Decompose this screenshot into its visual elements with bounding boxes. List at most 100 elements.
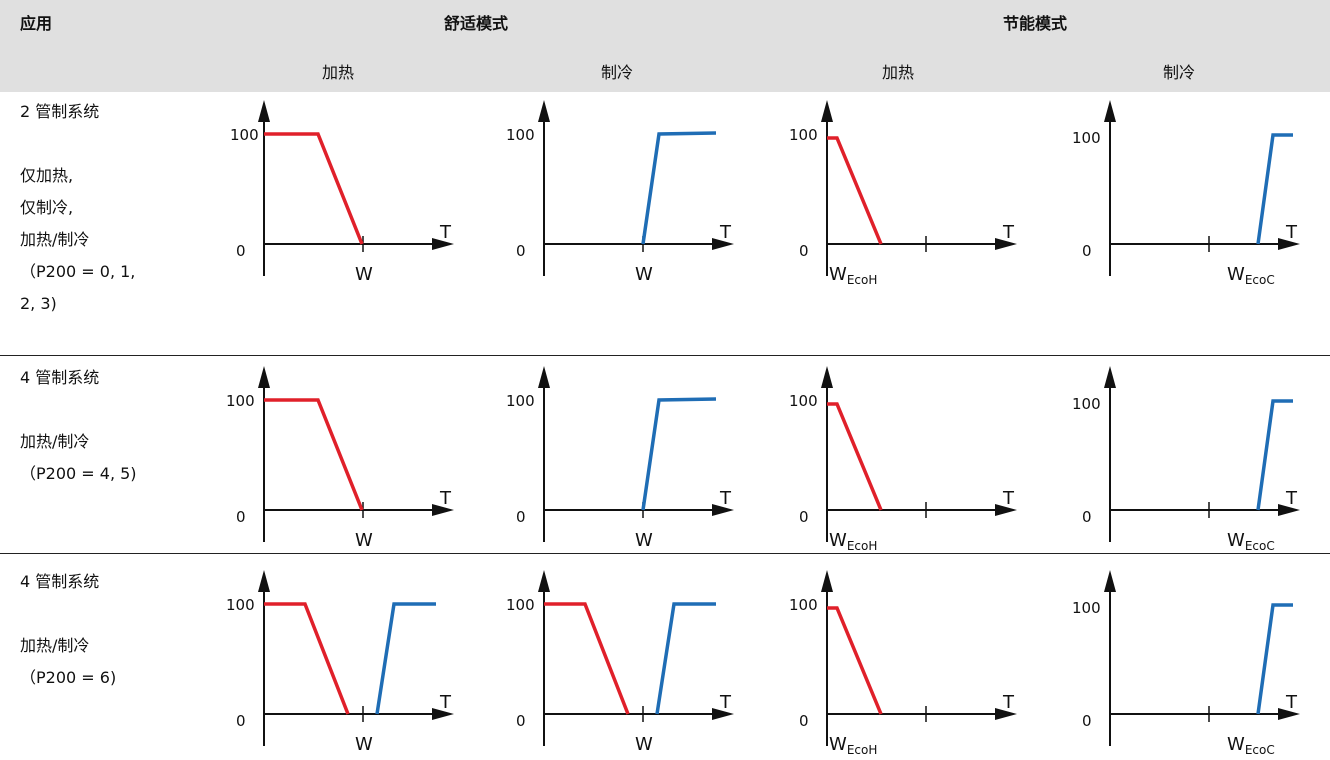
cooling-curve [655, 602, 716, 715]
diagram-r3-comfort-heating: 100 0 T W [226, 570, 454, 755]
label-100: 100 [230, 126, 259, 144]
cooling-curve [641, 131, 717, 245]
label-100: 100 [1072, 129, 1101, 147]
cooling-curve [641, 397, 717, 511]
diagram-r1-comfort-heating: 100 0 T W [230, 100, 454, 285]
heating-curve [827, 402, 883, 511]
label-t: T [439, 692, 452, 713]
label-w: W [355, 734, 373, 755]
row-divider [0, 553, 1330, 554]
heating-curve [264, 602, 350, 715]
header-comfort-heating: 加热 [322, 63, 355, 82]
label-100: 100 [226, 596, 255, 614]
label-0: 0 [799, 508, 809, 526]
label-0: 0 [516, 712, 526, 730]
label-0: 0 [516, 508, 526, 526]
row-line: 2, 3) [20, 294, 57, 313]
label-100: 100 [506, 596, 535, 614]
label-w-ecoh: WEcoH [829, 264, 877, 287]
row-title: 2 管制系统 [20, 102, 100, 121]
label-w: W [635, 734, 653, 755]
label-100: 100 [1072, 395, 1101, 413]
row-line: 加热/制冷 [20, 432, 90, 451]
label-w-ecoh-sub: EcoH [847, 273, 878, 287]
header-application: 应用 [20, 14, 53, 33]
label-t: T [439, 222, 452, 243]
heating-curve [264, 132, 364, 245]
label-w-ecoc-sub: EcoC [1245, 743, 1275, 757]
label-w-ecoc-main: W [1227, 734, 1245, 755]
label-t: T [1285, 692, 1298, 713]
row-title: 4 管制系统 [20, 368, 100, 387]
label-w: W [635, 264, 653, 285]
label-w-ecoh: WEcoH [829, 530, 877, 553]
label-w-ecoc-main: W [1227, 264, 1245, 285]
row-application-4pipe: 4 管制系统 加热/制冷 （P200 = 4, 5) [20, 362, 137, 490]
header-eco-cooling: 制冷 [1163, 63, 1196, 82]
row-title: 4 管制系统 [20, 572, 100, 591]
label-t: T [439, 488, 452, 509]
label-w: W [355, 530, 373, 551]
label-w-ecoh-main: W [829, 734, 847, 755]
row-line: 仅加热, [20, 166, 74, 185]
label-w-ecoc: WEcoC [1227, 734, 1275, 757]
diagram-r2-comfort-cooling: 100 0 T W [506, 366, 734, 551]
label-w-ecoc: WEcoC [1227, 264, 1275, 287]
heating-curve [264, 398, 364, 511]
label-w-ecoh-main: W [829, 264, 847, 285]
label-0: 0 [1082, 508, 1092, 526]
label-w: W [355, 264, 373, 285]
label-100: 100 [506, 126, 535, 144]
table-header [0, 0, 1330, 92]
row-line: （P200 = 6) [20, 668, 117, 687]
label-0: 0 [236, 712, 246, 730]
diagram-r2-eco-cooling: 100 0 T WEcoC [1072, 366, 1300, 553]
label-0: 0 [516, 242, 526, 260]
label-w: W [635, 530, 653, 551]
header-eco-mode: 节能模式 [1003, 14, 1068, 33]
label-w-ecoh-main: W [829, 530, 847, 551]
label-100: 100 [789, 392, 818, 410]
label-w-ecoc-main: W [1227, 530, 1245, 551]
label-w-ecoh-sub: EcoH [847, 743, 878, 757]
cooling-curve [1256, 603, 1293, 715]
header-comfort-cooling: 制冷 [601, 63, 634, 82]
label-w-ecoh: WEcoH [829, 734, 877, 757]
row-application-4pipe-p6: 4 管制系统 加热/制冷 （P200 = 6) [20, 566, 116, 694]
heating-curve [544, 602, 630, 715]
row-line: （P200 = 0, 1, [20, 262, 136, 281]
label-t: T [1002, 222, 1015, 243]
label-0: 0 [799, 242, 809, 260]
label-0: 0 [236, 508, 246, 526]
heating-curve [827, 136, 883, 245]
label-t: T [719, 488, 732, 509]
diagram-r2-comfort-heating: 100 0 T W [226, 366, 454, 551]
label-100: 100 [789, 596, 818, 614]
row-line: （P200 = 4, 5) [20, 464, 137, 483]
label-100: 100 [226, 392, 255, 410]
label-w-ecoc: WEcoC [1227, 530, 1275, 553]
label-0: 0 [1082, 242, 1092, 260]
row-divider [0, 355, 1330, 356]
diagram-r3-eco-cooling: 100 0 T WEcoC [1072, 570, 1300, 757]
label-w-ecoh-sub: EcoH [847, 539, 878, 553]
label-t: T [719, 222, 732, 243]
diagram-r3-comfort-cooling: 100 0 T W [506, 570, 734, 755]
header-comfort-mode: 舒适模式 [444, 14, 509, 33]
label-t: T [719, 692, 732, 713]
label-0: 0 [799, 712, 809, 730]
label-t: T [1285, 488, 1298, 509]
label-w-ecoc-sub: EcoC [1245, 539, 1275, 553]
row-application-2pipe: 2 管制系统 仅加热, 仅制冷, 加热/制冷 （P200 = 0, 1, 2, … [20, 96, 135, 320]
cooling-curve [1256, 399, 1293, 511]
label-0: 0 [236, 242, 246, 260]
row-line: 加热/制冷 [20, 230, 90, 249]
label-t: T [1285, 222, 1298, 243]
diagram-r1-eco-heating: 100 0 T WEcoH [789, 100, 1017, 287]
label-100: 100 [506, 392, 535, 410]
diagram-r1-eco-cooling: 100 0 T WEcoC [1072, 100, 1300, 287]
diagram-r3-eco-heating: 100 0 T WEcoH [789, 570, 1017, 757]
cooling-curve [1256, 133, 1293, 245]
heating-curve [827, 606, 883, 715]
label-w-ecoc-sub: EcoC [1245, 273, 1275, 287]
